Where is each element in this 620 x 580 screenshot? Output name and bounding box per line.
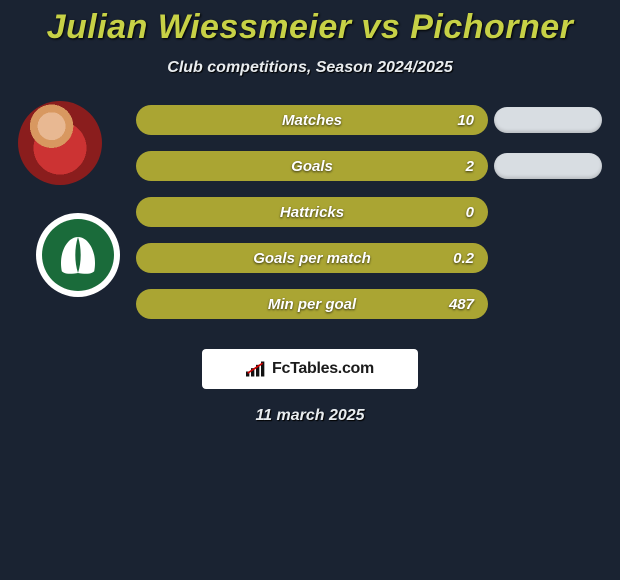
date-text: 11 march 2025 (0, 407, 620, 425)
stat-row-goals: Goals 2 (136, 151, 488, 181)
stat-label: Hattricks (280, 204, 344, 221)
player1-avatar (18, 101, 102, 185)
stat-value-p1: 0 (466, 204, 474, 221)
stat-label: Goals (291, 158, 333, 175)
page-title: Julian Wiessmeier vs Pichorner (0, 0, 620, 47)
stat-label: Goals per match (253, 250, 371, 267)
subtitle: Club competitions, Season 2024/2025 (0, 59, 620, 77)
club-crest-icon (42, 219, 114, 291)
stat-value-p1: 0.2 (453, 250, 474, 267)
stat-value-p1: 487 (449, 296, 474, 313)
stat-pill-p2 (494, 107, 602, 133)
brand-text: FcTables.com (272, 360, 374, 378)
player2-crest (36, 213, 120, 297)
comparison-panel: Matches 10 Goals 2 Hattricks 0 Goals per… (0, 105, 620, 345)
stat-pill-p2 (494, 153, 602, 179)
stat-label: Matches (282, 112, 342, 129)
stat-row-hattricks: Hattricks 0 (136, 197, 488, 227)
stat-row-matches: Matches 10 (136, 105, 488, 135)
stat-row-mpg: Min per goal 487 (136, 289, 488, 319)
stat-row-gpm: Goals per match 0.2 (136, 243, 488, 273)
stat-value-p1: 10 (457, 112, 474, 129)
stat-value-p1: 2 (466, 158, 474, 175)
player2-pills (494, 105, 602, 199)
brand-badge: FcTables.com (202, 349, 418, 389)
stat-label: Min per goal (268, 296, 356, 313)
avatars-column (8, 101, 118, 325)
barchart-icon (246, 361, 266, 377)
stat-bars: Matches 10 Goals 2 Hattricks 0 Goals per… (136, 105, 488, 335)
